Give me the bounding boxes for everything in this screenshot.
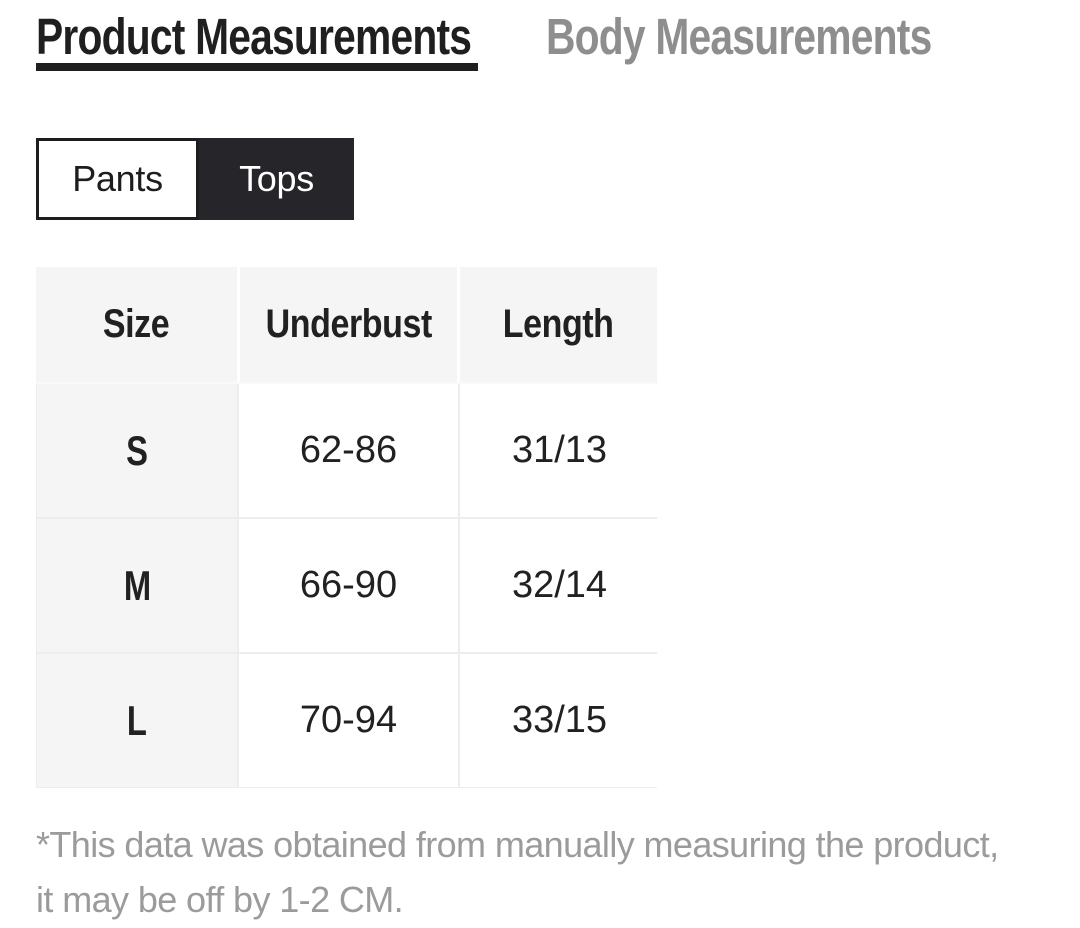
- size-table-body: S 62-86 31/13 M 66-90 32/14 L 70: [36, 382, 659, 788]
- table-row-m-size-cell: M: [37, 519, 237, 652]
- table-row-s-length-cell: 31/13: [460, 384, 659, 517]
- column-header-underbust-label: Underbust: [265, 302, 432, 346]
- table-row-m-length-cell: 32/14: [460, 519, 659, 652]
- column-header-underbust: Underbust: [237, 267, 457, 382]
- size-value: M: [123, 561, 151, 609]
- disclaimer-line-2: it may be off by 1-2 CM.: [36, 879, 404, 920]
- measurement-disclaimer: *This data was obtained from manually me…: [36, 817, 999, 927]
- column-header-size: Size: [36, 267, 237, 382]
- table-row-s-underbust-cell: 62-86: [239, 384, 458, 517]
- active-tab-underline: [36, 63, 478, 71]
- size-value: S: [126, 426, 148, 474]
- disclaimer-line-1: *This data was obtained from manually me…: [36, 824, 999, 865]
- table-row-l-size-cell: L: [37, 654, 237, 787]
- pants-toggle-button[interactable]: Pants: [36, 138, 199, 220]
- column-header-length: Length: [457, 267, 657, 382]
- size-value: L: [126, 696, 148, 744]
- table-row-l-length-cell: 33/15: [460, 654, 659, 787]
- length-value: 32/14: [511, 564, 608, 606]
- length-value: 31/13: [511, 429, 608, 471]
- underbust-value: 66-90: [299, 564, 398, 606]
- tab-body-measurements[interactable]: Body Measurements: [546, 8, 1028, 66]
- table-row-m-underbust-cell: 66-90: [239, 519, 458, 652]
- underbust-value: 62-86: [299, 429, 398, 471]
- category-toggle: Pants Tops: [36, 138, 354, 220]
- tops-toggle-label: Tops: [239, 158, 314, 199]
- table-row-l-underbust-cell: 70-94: [239, 654, 458, 787]
- length-value: 33/15: [511, 699, 608, 741]
- tops-toggle-button[interactable]: Tops: [199, 138, 354, 220]
- underbust-value: 70-94: [299, 699, 398, 741]
- tab-product-measurements-label: Product Measurements: [36, 8, 472, 65]
- table-row-s-size-cell: S: [37, 384, 237, 517]
- tab-body-measurements-label: Body Measurements: [546, 8, 932, 65]
- tab-product-measurements[interactable]: Product Measurements: [36, 8, 580, 66]
- size-table: Size Underbust Length S 62-86 31/13 M: [36, 267, 659, 788]
- column-header-length-label: Length: [503, 302, 614, 346]
- column-header-size-label: Size: [103, 302, 170, 346]
- size-table-header-row: Size Underbust Length: [36, 267, 657, 382]
- pants-toggle-label: Pants: [72, 158, 163, 199]
